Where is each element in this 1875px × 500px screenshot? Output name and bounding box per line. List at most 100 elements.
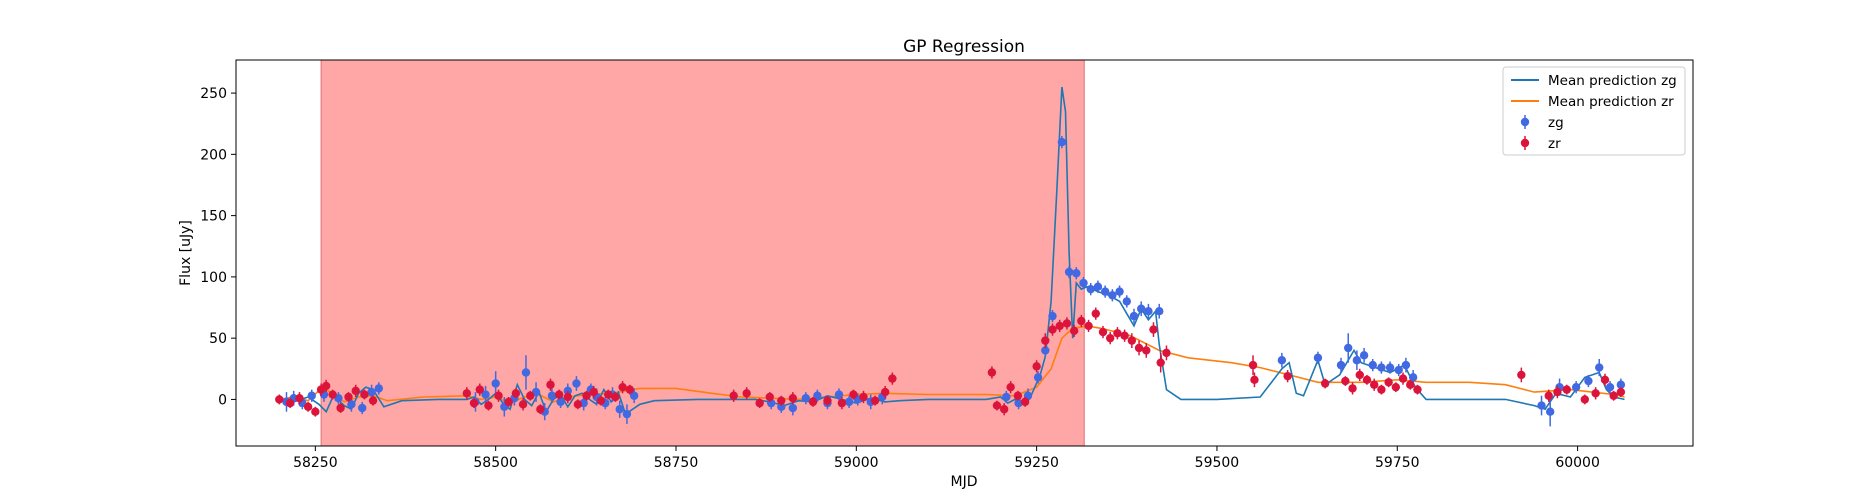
zg-points-layer <box>282 135 1626 427</box>
x-tick-label: 58500 <box>473 455 518 471</box>
zr-point <box>1156 358 1165 367</box>
zr-point <box>285 398 295 408</box>
zg-point <box>1041 346 1050 355</box>
zr-point <box>1032 362 1041 371</box>
zr-point <box>1091 309 1100 318</box>
zg-point <box>1072 269 1081 278</box>
zr-point <box>1517 370 1526 380</box>
zr-point <box>1384 378 1393 387</box>
zr-point <box>1348 384 1357 393</box>
zg-point <box>1616 380 1626 389</box>
zg-point <box>777 402 786 411</box>
x-tick-label: 58250 <box>293 455 338 471</box>
legend-point-swatch <box>1520 138 1530 148</box>
zg-point <box>1093 282 1103 291</box>
zr-point <box>1149 325 1158 334</box>
y-tick-label: 50 <box>209 331 227 347</box>
zr-point <box>511 389 521 398</box>
zr-point <box>823 396 832 405</box>
zr-point <box>837 398 847 408</box>
zr-point <box>582 391 591 400</box>
zr-point <box>888 374 897 383</box>
y-tick-label: 0 <box>218 392 227 408</box>
zr-point <box>1320 379 1330 388</box>
x-tick-label: 59000 <box>834 455 879 471</box>
zg-point <box>1086 284 1095 294</box>
zg-point <box>547 391 557 400</box>
zr-point <box>999 405 1009 414</box>
highlight-span <box>320 59 1085 447</box>
mean-prediction-zg-line <box>279 86 1625 416</box>
zr-points-layer <box>275 307 1626 417</box>
zg-point <box>844 397 854 407</box>
y-tick-label: 250 <box>200 86 227 102</box>
zr-point <box>1283 371 1292 381</box>
zg-point <box>1377 363 1386 372</box>
zr-point <box>321 381 331 391</box>
zg-point <box>1108 291 1117 300</box>
zr-point <box>494 391 503 400</box>
zg-point <box>1122 297 1131 306</box>
legend-box <box>1502 66 1686 156</box>
zg-point <box>1129 311 1139 321</box>
zg-point <box>563 386 572 396</box>
zg-point <box>1100 287 1110 296</box>
zr-point <box>518 400 528 409</box>
zr-point <box>1609 391 1618 400</box>
zr-point <box>1077 316 1086 326</box>
zr-point <box>1544 391 1553 400</box>
zr-point <box>1041 336 1050 345</box>
zr-point <box>618 382 627 392</box>
zg-point <box>367 387 376 397</box>
zr-point <box>777 396 786 405</box>
highlight-span-layer <box>320 59 1085 447</box>
zg-point <box>1408 373 1418 382</box>
legend-label: zr <box>1548 136 1561 152</box>
zr-point <box>1562 385 1571 394</box>
zr-point <box>1355 370 1364 380</box>
x-tick-label: 59250 <box>1014 455 1059 471</box>
zg-point <box>1537 401 1546 410</box>
zr-point <box>1020 397 1030 407</box>
zr-point <box>1055 321 1064 331</box>
zr-point <box>475 385 484 394</box>
zr-point <box>526 391 535 400</box>
zr-point <box>1406 380 1415 389</box>
zr-point <box>1591 389 1600 398</box>
zr-point <box>1398 374 1408 383</box>
zr-point <box>344 392 353 402</box>
zr-point <box>351 386 360 396</box>
legend-label: Mean prediction zr <box>1548 94 1674 110</box>
zr-point <box>1048 325 1057 334</box>
zr-point <box>589 387 598 397</box>
x-axis: 58250 58500 58750 59000 59250 59500 59750 60000 <box>293 446 1600 471</box>
zr-point <box>1250 375 1259 385</box>
legend-label: zg <box>1548 115 1564 131</box>
zg-point <box>374 384 384 393</box>
zr-point <box>870 396 880 405</box>
zr-point <box>328 390 337 399</box>
zg-point <box>491 379 500 388</box>
zr-point <box>1580 395 1590 404</box>
zg-point <box>1277 356 1287 365</box>
zr-point <box>1062 319 1072 328</box>
x-tick-label: 60000 <box>1555 455 1600 471</box>
zr-point <box>1413 385 1422 394</box>
zg-point <box>1137 304 1146 313</box>
zr-point <box>1098 327 1108 337</box>
zg-point <box>1048 311 1057 321</box>
zg-point <box>1368 360 1377 370</box>
x-tick-label: 58750 <box>654 455 699 471</box>
zr-point <box>808 397 818 407</box>
zg-point <box>1014 398 1023 408</box>
legend-label: Mean prediction zg <box>1548 73 1677 89</box>
zr-point <box>1127 336 1137 345</box>
zr-point <box>1142 346 1151 355</box>
zg-point <box>1155 307 1164 316</box>
zg-point <box>834 390 844 399</box>
zr-point <box>1006 382 1015 392</box>
y-tick-label: 150 <box>200 209 227 225</box>
zr-point <box>1553 387 1562 397</box>
zr-point <box>1369 380 1379 389</box>
